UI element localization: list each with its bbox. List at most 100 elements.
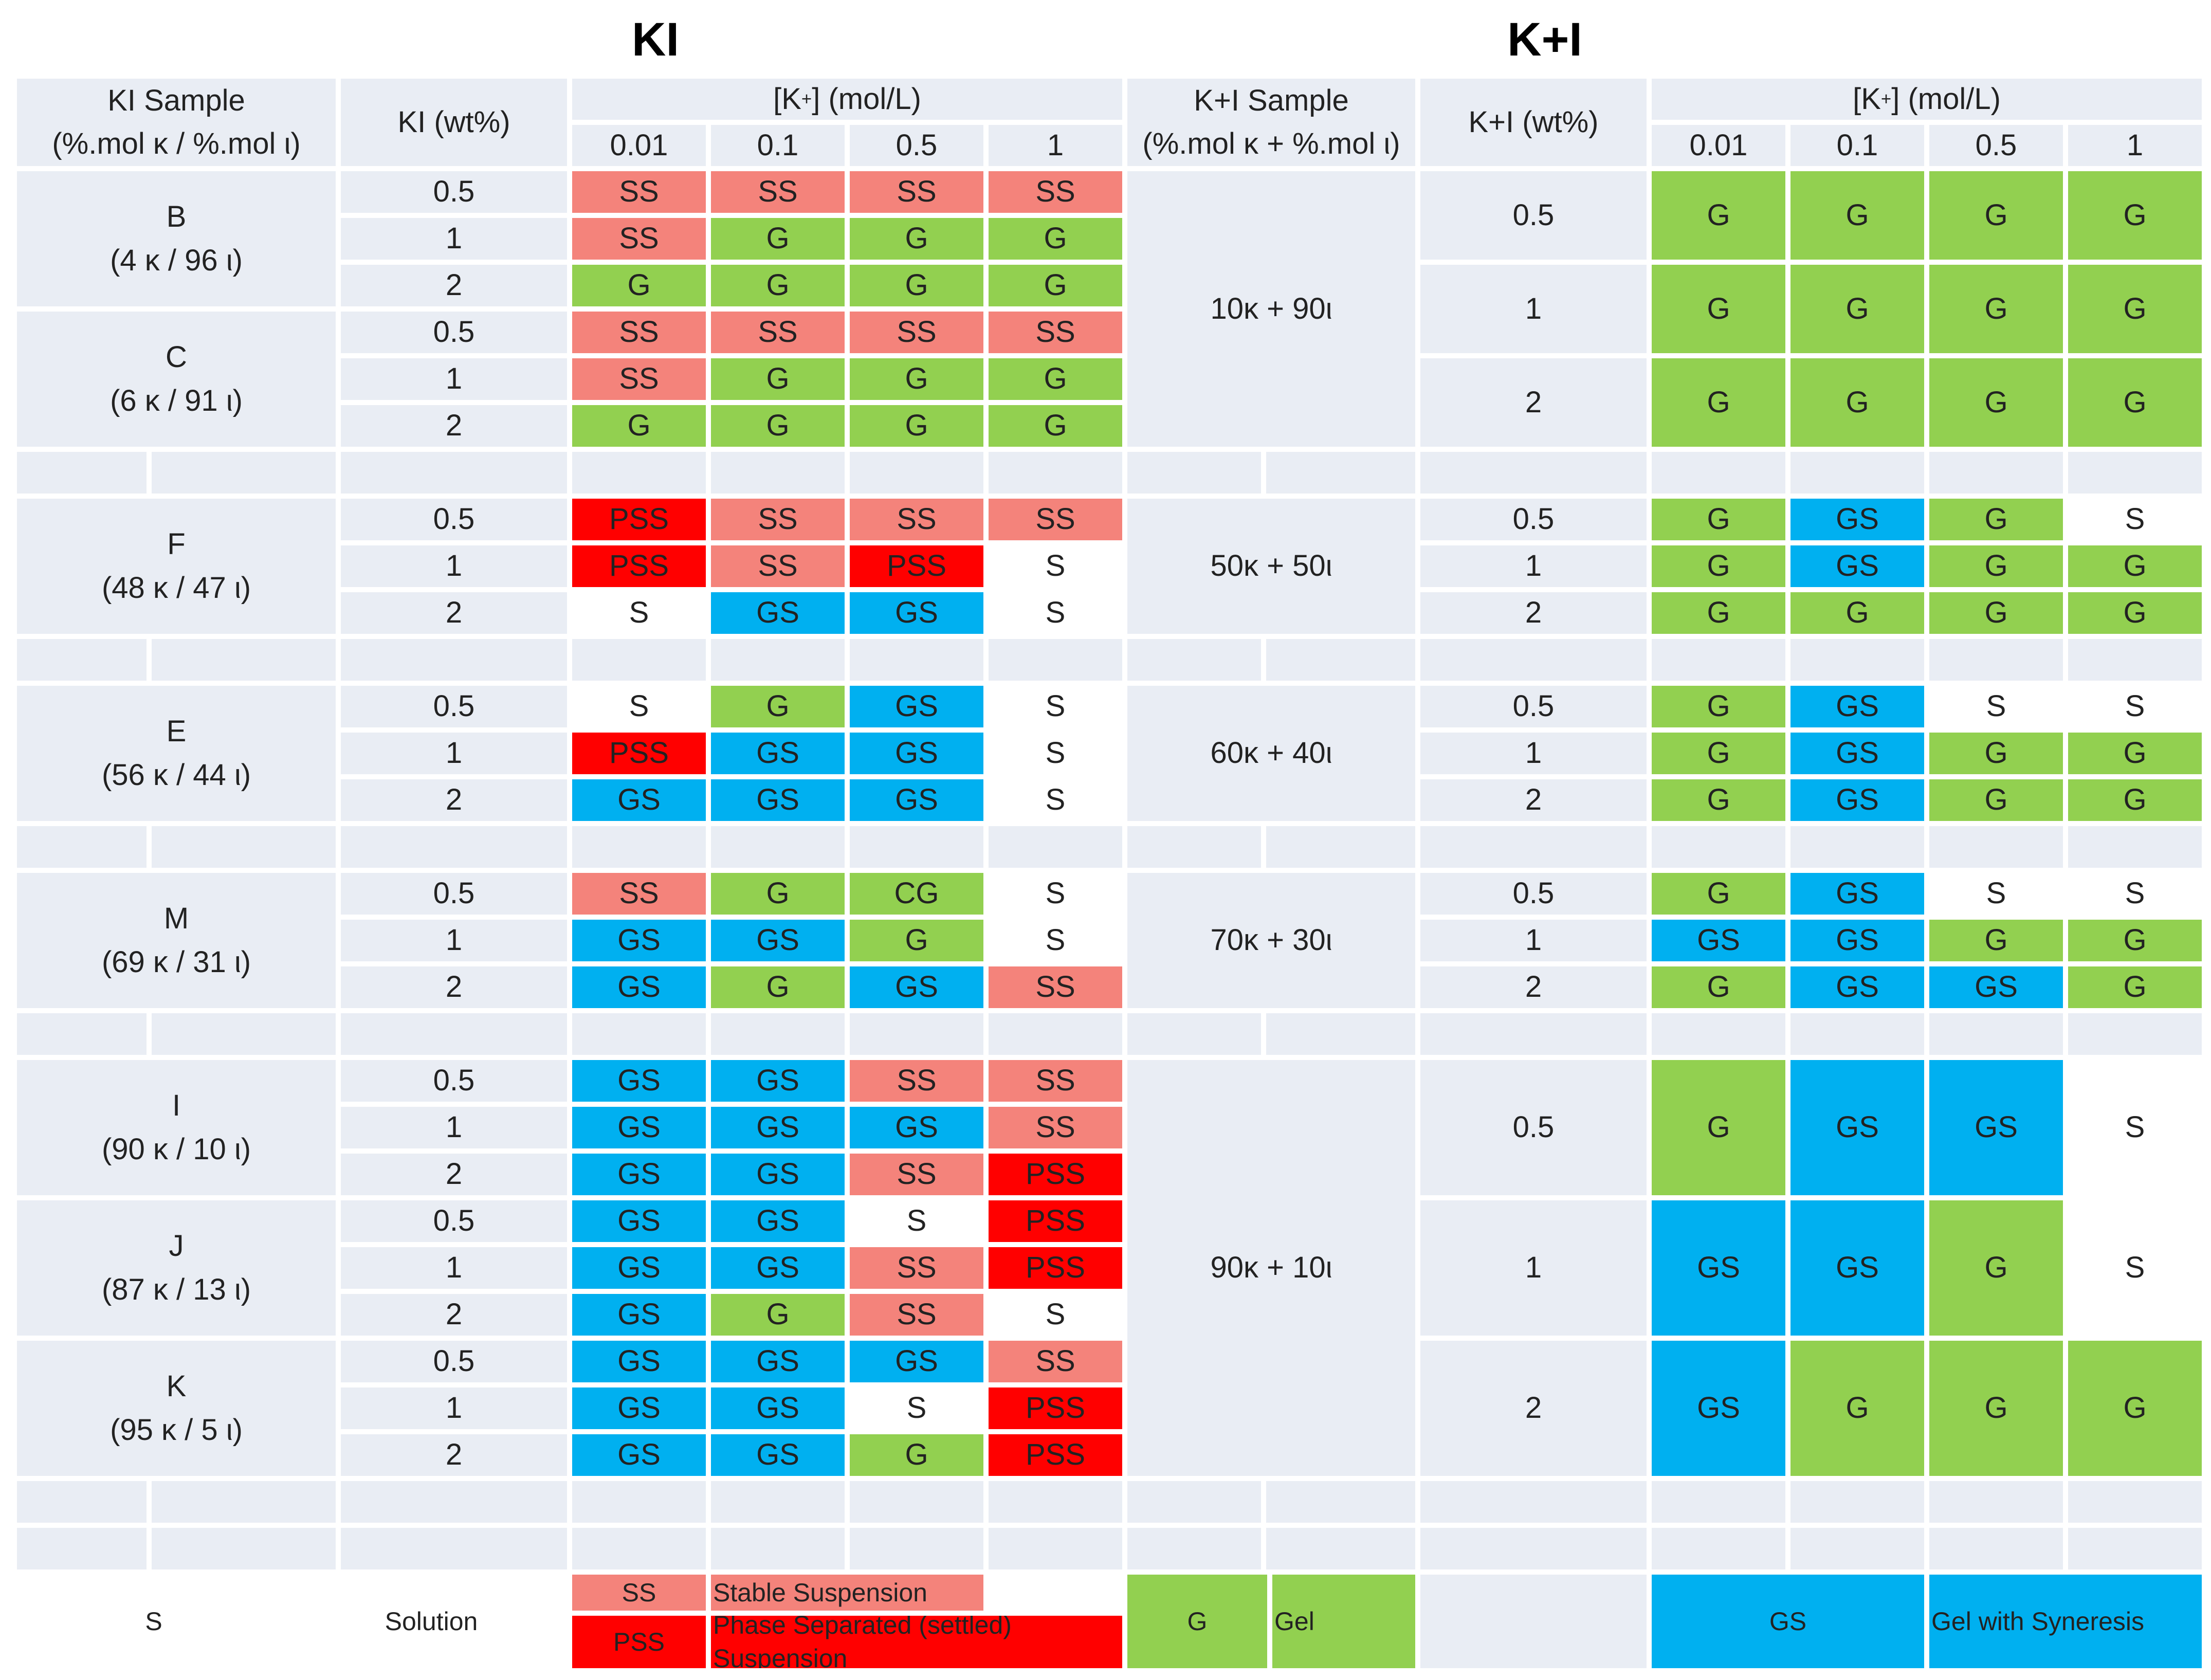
- ki-result-cell: G: [708, 1291, 847, 1338]
- ki-wt-value: 0.5: [338, 169, 570, 215]
- kplusi-wt-value: 1: [1418, 730, 1649, 777]
- legend-pss-label: Phase Separated (settled) Suspension: [708, 1613, 1125, 1671]
- ki-wt-value: 0.5: [338, 309, 570, 356]
- kplusi-result-cell: G: [1649, 590, 1788, 636]
- ki-wt-value: 1: [338, 543, 570, 590]
- spacer-cell: [1788, 449, 1927, 496]
- ki-result-cell: SS: [847, 1151, 986, 1198]
- kplusi-result-cell: S: [1927, 683, 2066, 730]
- spacer-cell: [1649, 824, 1788, 870]
- ki-result-cell: G: [570, 403, 708, 449]
- legend-gs-label: Gel with Syneresis: [1927, 1572, 2204, 1671]
- spacer-cell: [1125, 636, 1264, 683]
- ki-result-cell: S: [986, 543, 1125, 590]
- kplusi-sample-label: 90κ + 10ι: [1125, 1057, 1418, 1478]
- legend-ss-code: SS: [570, 1572, 708, 1613]
- legend-gs-code: GS: [1649, 1572, 1927, 1671]
- ki-result-cell: G: [986, 356, 1125, 403]
- ki-concentration-3: 0.5: [847, 122, 986, 169]
- spacer-cell: [149, 824, 338, 870]
- spacer-cell: [2066, 824, 2204, 870]
- kplusi-result-cell: GS: [1788, 543, 1927, 590]
- ki-result-cell: CG: [847, 870, 986, 917]
- ki-result-cell: SS: [570, 356, 708, 403]
- kplusi-result-cell: G: [1649, 169, 1788, 262]
- spacer-cell: [1125, 1478, 1264, 1525]
- kplusi-result-cell: G: [1927, 356, 2066, 449]
- kplusi-wt-value: 2: [1418, 777, 1649, 824]
- kplusi-result-cell: GS: [1649, 1338, 1788, 1478]
- kplusi-result-cell: S: [2066, 496, 2204, 543]
- spacer-cell: [1649, 636, 1788, 683]
- ki-result-cell: SS: [847, 496, 986, 543]
- kplusi-wt-value: 2: [1418, 964, 1649, 1011]
- kplusi-sample-label: 10κ + 90ι: [1125, 169, 1418, 449]
- spacer-cell: [1927, 449, 2066, 496]
- spacer-cell: [986, 449, 1125, 496]
- kplusi-result-cell: G: [1927, 169, 2066, 262]
- kplusi-result-cell: G: [1927, 590, 2066, 636]
- ki-result-cell: G: [986, 262, 1125, 309]
- legend-g-label: Gel: [1270, 1572, 1418, 1671]
- kplusi-wt-value: 1: [1418, 917, 1649, 964]
- ki-result-cell: GS: [570, 1245, 708, 1291]
- kplusi-wt-value: 0.5: [1418, 1057, 1649, 1198]
- kplusi-wt-value: 1: [1418, 543, 1649, 590]
- spacer-cell: [570, 1478, 708, 1525]
- kplusi-wt-value: 1: [1418, 1198, 1649, 1338]
- spacer-cell: [149, 1525, 338, 1572]
- kplusi-result-cell: GS: [1649, 917, 1788, 964]
- kplusi-result-cell: G: [1927, 1198, 2066, 1338]
- spacer-cell: [338, 1478, 570, 1525]
- spacer-cell: [149, 636, 338, 683]
- ki-sample-header: KI Sample (%.mol κ / %.mol ι): [14, 76, 338, 169]
- kplusi-concentration-1: 0.01: [1649, 122, 1788, 169]
- kplusi-result-cell: G: [1927, 730, 2066, 777]
- ki-result-cell: SS: [986, 169, 1125, 215]
- kplusi-result-cell: GS: [1927, 1057, 2066, 1198]
- ki-result-cell: SS: [986, 1057, 1125, 1104]
- ki-result-cell: GS: [847, 730, 986, 777]
- spacer-cell: [338, 1011, 570, 1057]
- kplusi-result-cell: G: [2066, 777, 2204, 824]
- ki-wt-value: 0.5: [338, 1338, 570, 1385]
- ki-result-cell: G: [986, 403, 1125, 449]
- kplusi-sample-label: 70κ + 30ι: [1125, 870, 1418, 1011]
- kplusi-result-cell: GS: [1788, 870, 1927, 917]
- ki-k-concentration-header: [K +] (mol/L): [570, 76, 1125, 122]
- ki-result-cell: SS: [847, 169, 986, 215]
- kplusi-result-cell: G: [1927, 496, 2066, 543]
- kplusi-result-cell: G: [2066, 917, 2204, 964]
- ki-result-cell: SS: [570, 309, 708, 356]
- ki-wt-value: 2: [338, 777, 570, 824]
- spacer-cell: [1264, 449, 1418, 496]
- kplusi-result-cell: G: [1927, 777, 2066, 824]
- ki-result-cell: G: [708, 870, 847, 917]
- spacer-cell: [1264, 1525, 1418, 1572]
- ki-result-cell: GS: [570, 1104, 708, 1151]
- ki-result-cell: PSS: [570, 730, 708, 777]
- spacer-cell: [2066, 449, 2204, 496]
- spacer-cell: [1649, 1478, 1788, 1525]
- spacer-cell: [338, 636, 570, 683]
- ki-result-cell: G: [708, 403, 847, 449]
- ki-result-cell: PSS: [570, 496, 708, 543]
- ki-result-cell: GS: [708, 1432, 847, 1478]
- ki-result-cell: GS: [708, 1385, 847, 1432]
- ki-result-cell: SS: [708, 543, 847, 590]
- ki-wt-value: 2: [338, 403, 570, 449]
- kplusi-result-cell: G: [1649, 1057, 1788, 1198]
- spacer-cell: [1649, 1011, 1788, 1057]
- ki-result-cell: G: [708, 356, 847, 403]
- spacer-cell: [14, 1011, 149, 1057]
- spacer-cell: [708, 636, 847, 683]
- ki-sample-label: F (48 κ / 47 ι): [14, 496, 338, 636]
- ki-result-cell: GS: [570, 777, 708, 824]
- ki-result-cell: GS: [570, 1057, 708, 1104]
- ki-sample-label: J (87 κ / 13 ι): [14, 1198, 338, 1338]
- kplusi-result-cell: G: [2066, 262, 2204, 356]
- kplusi-result-cell: G: [1788, 1338, 1927, 1478]
- ki-title: KI: [632, 13, 679, 66]
- ki-wt-value: 0.5: [338, 1198, 570, 1245]
- kplusi-result-cell: GS: [1788, 1198, 1927, 1338]
